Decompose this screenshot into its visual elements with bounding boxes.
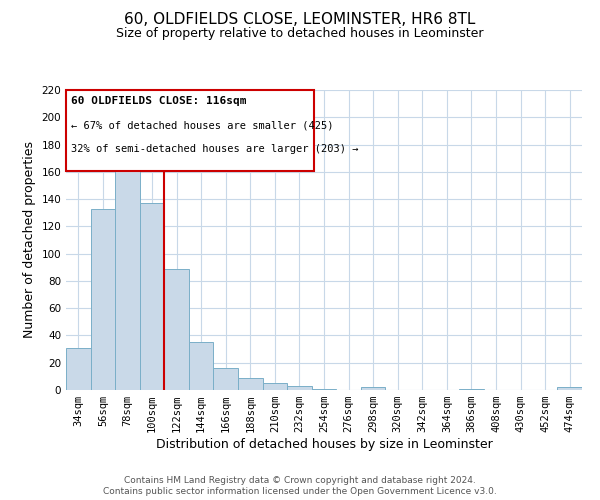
Bar — [164, 268, 189, 390]
Bar — [189, 342, 214, 390]
Bar — [238, 378, 263, 390]
Text: ← 67% of detached houses are smaller (425): ← 67% of detached houses are smaller (42… — [71, 120, 334, 130]
Bar — [115, 154, 140, 390]
Bar — [140, 203, 164, 390]
Y-axis label: Number of detached properties: Number of detached properties — [23, 142, 36, 338]
FancyBboxPatch shape — [66, 90, 314, 171]
Text: Contains HM Land Registry data © Crown copyright and database right 2024.: Contains HM Land Registry data © Crown c… — [124, 476, 476, 485]
Text: Size of property relative to detached houses in Leominster: Size of property relative to detached ho… — [116, 28, 484, 40]
Bar — [214, 368, 238, 390]
Bar — [557, 388, 582, 390]
Bar — [287, 386, 312, 390]
Bar — [263, 383, 287, 390]
Bar — [66, 348, 91, 390]
Text: 60, OLDFIELDS CLOSE, LEOMINSTER, HR6 8TL: 60, OLDFIELDS CLOSE, LEOMINSTER, HR6 8TL — [124, 12, 476, 28]
Text: 32% of semi-detached houses are larger (203) →: 32% of semi-detached houses are larger (… — [71, 144, 359, 154]
Bar — [91, 208, 115, 390]
Bar — [312, 388, 336, 390]
Bar — [459, 388, 484, 390]
Bar — [361, 388, 385, 390]
Text: Contains public sector information licensed under the Open Government Licence v3: Contains public sector information licen… — [103, 487, 497, 496]
Text: 60 OLDFIELDS CLOSE: 116sqm: 60 OLDFIELDS CLOSE: 116sqm — [71, 96, 247, 106]
X-axis label: Distribution of detached houses by size in Leominster: Distribution of detached houses by size … — [155, 438, 493, 451]
